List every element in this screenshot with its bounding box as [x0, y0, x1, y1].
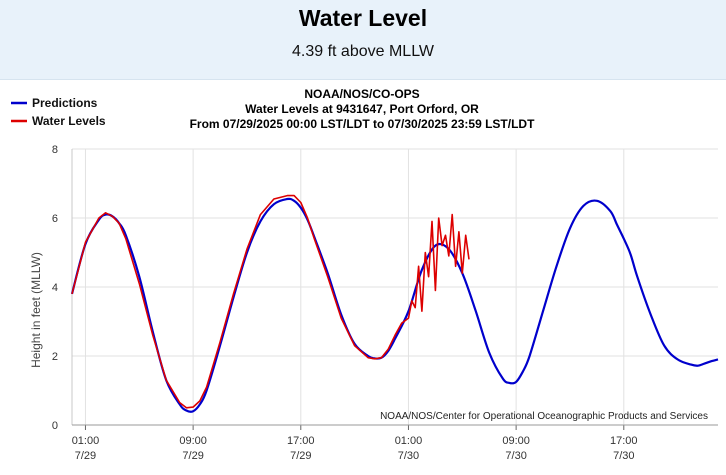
- x-tick-time-label: 09:00: [179, 435, 207, 447]
- water-levels-line: [71, 194, 470, 409]
- predictions-line: [70, 197, 719, 413]
- x-tick-date-label: 7/30: [505, 450, 526, 462]
- series: [70, 194, 719, 413]
- y-tick-label: 8: [52, 144, 58, 156]
- current-level-text: 4.39 ft above MLLW: [292, 43, 434, 60]
- x-tick-date-label: 7/30: [613, 450, 634, 462]
- x-tick-time-label: 09:00: [502, 435, 530, 447]
- y-tick-label: 0: [52, 420, 58, 432]
- legend-label-water-levels[interactable]: Water Levels: [32, 114, 106, 128]
- legend-label-predictions[interactable]: Predictions: [32, 96, 98, 110]
- chart-title-line-2: Water Levels at 9431647, Port Orford, OR: [245, 102, 479, 116]
- chart-title-line-3: From 07/29/2025 00:00 LST/LDT to 07/30/2…: [190, 117, 535, 131]
- chart-title: NOAA/NOS/CO-OPS Water Levels at 9431647,…: [190, 87, 535, 131]
- y-tick-label: 4: [52, 282, 58, 294]
- y-tick-label: 6: [52, 213, 58, 225]
- y-axis-label: Height in feet (MLLW): [29, 252, 43, 368]
- legend: Predictions Water Levels: [11, 96, 106, 128]
- x-tick-date-label: 7/29: [75, 450, 96, 462]
- page-title: Water Level: [298, 5, 428, 31]
- x-tick-date-label: 7/29: [290, 450, 311, 462]
- axes: 0 2 4 6 8 01:00 7/29 09:00 7/29 17:00 7/29 01:00 7/3…: [52, 144, 718, 462]
- y-tick-label: 2: [52, 351, 58, 363]
- chart-title-line-1: NOAA/NOS/CO-OPS: [304, 87, 419, 101]
- x-tick-date-label: 7/29: [182, 450, 203, 462]
- chart-credit: NOAA/NOS/Center for Operational Oceanogr…: [380, 411, 708, 422]
- water-level-chart: Predictions Water Levels NOAA/NOS/CO-OPS…: [11, 87, 719, 462]
- x-tick-time-label: 01:00: [72, 435, 100, 447]
- x-tick-time-label: 17:00: [610, 435, 638, 447]
- x-tick-time-label: 01:00: [395, 435, 423, 447]
- header-panel: Water Level 4.39 ft above MLLW: [0, 0, 726, 80]
- x-tick-date-label: 7/30: [398, 450, 419, 462]
- x-tick-time-label: 17:00: [287, 435, 315, 447]
